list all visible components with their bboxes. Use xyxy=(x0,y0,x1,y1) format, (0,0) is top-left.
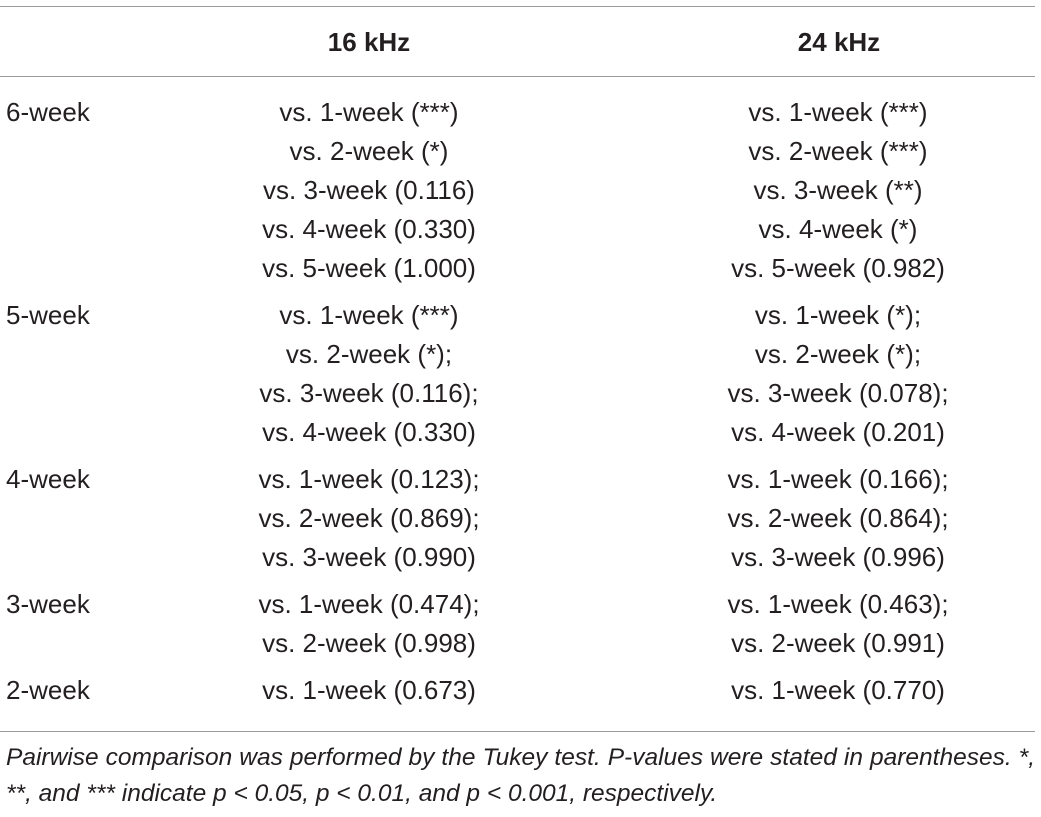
table-header: 16 kHz 24 kHz xyxy=(0,24,1041,60)
table-row-group: 5-week vs. 1-week (***) vs. 2-week (*); … xyxy=(0,296,1041,452)
comparison-entry: vs. 3-week (0.990) xyxy=(262,542,476,572)
comparison-entry: vs. 2-week (*); xyxy=(285,339,453,369)
comparison-entry: vs. 1-week (0.474); xyxy=(258,589,480,619)
col-16khz-cell: vs. 1-week (***) vs. 2-week (*) vs. 3-we… xyxy=(236,93,502,288)
row-label: 3-week xyxy=(6,589,90,619)
row-label: 4-week xyxy=(6,464,90,494)
comparison-entry: vs. 3-week (0.996) xyxy=(731,542,945,572)
comparison-entry: vs. 4-week (*) xyxy=(758,214,918,244)
comparison-entry: vs. 1-week (0.166); xyxy=(727,464,949,494)
comparison-entry: vs. 3-week (0.116) xyxy=(263,175,475,205)
comparison-entry: vs. 2-week (0.998) xyxy=(262,628,476,658)
col-16khz-cell: vs. 1-week (0.474); vs. 2-week (0.998) xyxy=(236,585,502,663)
comparison-entry: vs. 4-week (0.201) xyxy=(731,417,945,447)
table-row-group: 4-week vs. 1-week (0.123); vs. 2-week (0… xyxy=(0,460,1041,577)
comparison-entry: vs. 2-week (0.991) xyxy=(731,628,945,658)
comparison-entry: vs. 2-week (***) xyxy=(748,136,928,166)
comparison-entry: vs. 1-week (***) xyxy=(279,97,459,127)
comparison-entry: vs. 1-week (0.673) xyxy=(262,675,476,705)
col-16khz-cell: vs. 1-week (0.673) xyxy=(236,671,502,710)
comparison-entry: vs. 4-week (0.330) xyxy=(262,417,476,447)
row-label: 2-week xyxy=(6,675,90,705)
col-24khz-cell: vs. 1-week (*); vs. 2-week (*); vs. 3-we… xyxy=(702,296,974,452)
comparison-entry: vs. 5-week (0.982) xyxy=(731,253,945,283)
comparison-entry: vs. 3-week (0.116); xyxy=(259,378,479,408)
table-top-rule xyxy=(0,6,1035,7)
header-16khz: 16 kHz xyxy=(327,27,411,57)
col-24khz-cell: vs. 1-week (***) vs. 2-week (***) vs. 3-… xyxy=(702,93,974,288)
row-label: 6-week xyxy=(6,97,90,127)
comparison-entry: vs. 1-week (***) xyxy=(748,97,928,127)
col-24khz-cell: vs. 1-week (0.463); vs. 2-week (0.991) xyxy=(702,585,974,663)
col-16khz-cell: vs. 1-week (0.123); vs. 2-week (0.869); … xyxy=(236,460,502,577)
table-body: 6-week vs. 1-week (***) vs. 2-week (*) v… xyxy=(0,93,1041,718)
comparison-entry: vs. 4-week (0.330) xyxy=(262,214,476,244)
col-24khz-cell: vs. 1-week (0.770) xyxy=(702,671,974,710)
row-label: 5-week xyxy=(6,300,90,330)
comparison-entry: vs. 2-week (0.869); xyxy=(258,503,480,533)
comparison-entry: vs. 2-week (0.864); xyxy=(727,503,949,533)
table-row-group: 6-week vs. 1-week (***) vs. 2-week (*) v… xyxy=(0,93,1041,288)
table-row-group: 3-week vs. 1-week (0.474); vs. 2-week (0… xyxy=(0,585,1041,663)
comparison-entry: vs. 5-week (1.000) xyxy=(262,253,476,283)
comparison-entry: vs. 2-week (*) xyxy=(289,136,449,166)
col-16khz-cell: vs. 1-week (***) vs. 2-week (*); vs. 3-w… xyxy=(236,296,502,452)
header-24khz: 24 kHz xyxy=(797,27,881,57)
comparison-entry: vs. 1-week (*); xyxy=(754,300,922,330)
comparison-entry: vs. 2-week (*); xyxy=(754,339,922,369)
comparison-entry: vs. 1-week (0.123); xyxy=(258,464,480,494)
comparison-entry: vs. 1-week (0.463); xyxy=(727,589,949,619)
table-row-group: 2-week vs. 1-week (0.673) vs. 1-week (0.… xyxy=(0,671,1041,710)
comparison-entry: vs. 3-week (**) xyxy=(753,175,923,205)
comparison-entry: vs. 3-week (0.078); xyxy=(727,378,949,408)
table-bottom-rule xyxy=(0,731,1035,732)
comparison-entry: vs. 1-week (0.770) xyxy=(731,675,945,705)
table-footnote: Pairwise comparison was performed by the… xyxy=(6,744,1035,807)
col-24khz-cell: vs. 1-week (0.166); vs. 2-week (0.864); … xyxy=(702,460,974,577)
comparison-entry: vs. 1-week (***) xyxy=(279,300,459,330)
table-header-rule xyxy=(0,76,1035,77)
